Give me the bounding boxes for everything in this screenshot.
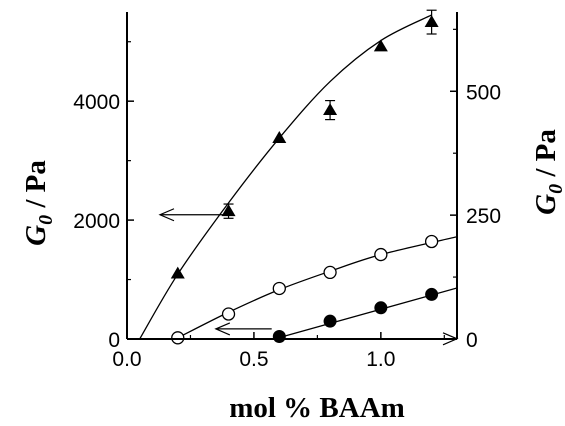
plot-area (140, 10, 457, 345)
y-axis-left-title: G0 / Pa (20, 160, 57, 246)
fit-curve-series-2 (178, 237, 457, 338)
y-left-tick-label: 4000 (73, 91, 120, 114)
data-point-filled-circle (374, 301, 387, 314)
x-tick-label: 0.5 (239, 348, 268, 371)
y-left-tick-label: 0 (108, 329, 120, 352)
y-right-tick-label: 500 (466, 81, 501, 104)
y-right-subscript: 0 (545, 184, 565, 194)
data-point-filled-circle (324, 315, 337, 328)
data-point-filled-circle (273, 330, 286, 343)
data-point-open-circle (273, 282, 285, 294)
data-point-triangle (323, 103, 337, 115)
data-point-open-circle (223, 308, 235, 320)
y-right-symbol: G (530, 194, 562, 215)
data-point-open-circle (324, 266, 336, 278)
y-left-symbol: G (20, 225, 52, 246)
y-left-subscript: 0 (35, 215, 57, 225)
x-axis-title: mol % BAAm (229, 392, 405, 424)
data-point-triangle (374, 39, 388, 51)
y-right-unit: / Pa (530, 129, 562, 184)
data-point-open-circle (375, 249, 387, 261)
y-axis-right-title: G0 / Pa (530, 129, 565, 215)
data-point-open-circle (426, 235, 438, 247)
y-left-unit: / Pa (20, 160, 52, 215)
x-tick-label: 1.0 (366, 348, 395, 371)
y-left-tick-label: 2000 (73, 210, 120, 233)
data-point-open-circle (172, 332, 184, 344)
y-right-tick-label: 250 (466, 205, 501, 228)
data-point-triangle (171, 267, 185, 279)
y-right-tick-label: 0 (466, 329, 478, 352)
data-point-filled-circle (425, 288, 438, 301)
